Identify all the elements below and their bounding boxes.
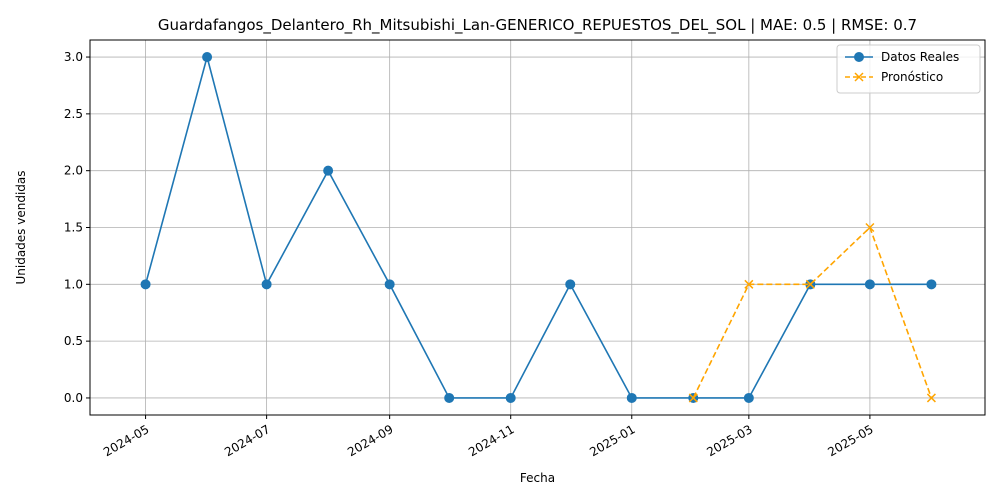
x-axis-label: Fecha [520,471,555,485]
series-actual [140,52,937,403]
chart-title: Guardafangos_Delantero_Rh_Mitsubishi_Lan… [158,16,917,35]
legend-label: Datos Reales [881,50,959,64]
data-point [805,279,815,289]
data-point [384,279,395,290]
y-axis-label: Unidades vendidas [14,170,28,284]
data-point [140,279,151,290]
data-point [865,222,875,233]
data-point [505,392,516,403]
series-line [692,226,933,399]
data-point [565,279,576,290]
x-tick-label: 2024-07 [222,422,272,459]
series-forecast [688,222,936,403]
y-tick-label: 1.5 [64,221,83,235]
x-tick-label: 2024-11 [466,422,516,459]
data-point [926,393,936,403]
series-line [144,53,932,399]
y-tick-label: 1.0 [64,277,83,291]
x-tick-label: 2025-03 [704,422,754,459]
x-tick-label: 2024-05 [101,422,151,459]
legend-item: Datos Reales [845,50,959,64]
x-tick-label: 2025-01 [587,422,637,459]
y-tick-label: 2.0 [64,164,83,178]
x-tick-label: 2025-05 [825,422,875,459]
y-tick-label: 0.0 [64,391,83,405]
y-tick-label: 0.5 [64,334,83,348]
legend: Datos Reales Pronóstico [836,44,981,94]
data-point [688,393,698,403]
x-tick-label: 2024-09 [345,422,395,459]
data-point [864,279,875,290]
legend-marker [854,52,864,62]
legend-marker [854,72,864,82]
data-point [202,52,213,63]
data-point [743,392,754,403]
data-point [323,165,334,176]
series-layer [140,52,937,403]
data-point [626,392,637,403]
data-point [926,279,937,290]
legend-item: Pronóstico [845,70,943,84]
y-tick-label: 3.0 [64,50,83,64]
y-tick-label: 2.5 [64,107,83,121]
legend-label: Pronóstico [881,70,943,84]
data-point [444,392,455,403]
data-point [744,279,754,289]
grid [90,40,985,415]
data-point [261,279,272,290]
